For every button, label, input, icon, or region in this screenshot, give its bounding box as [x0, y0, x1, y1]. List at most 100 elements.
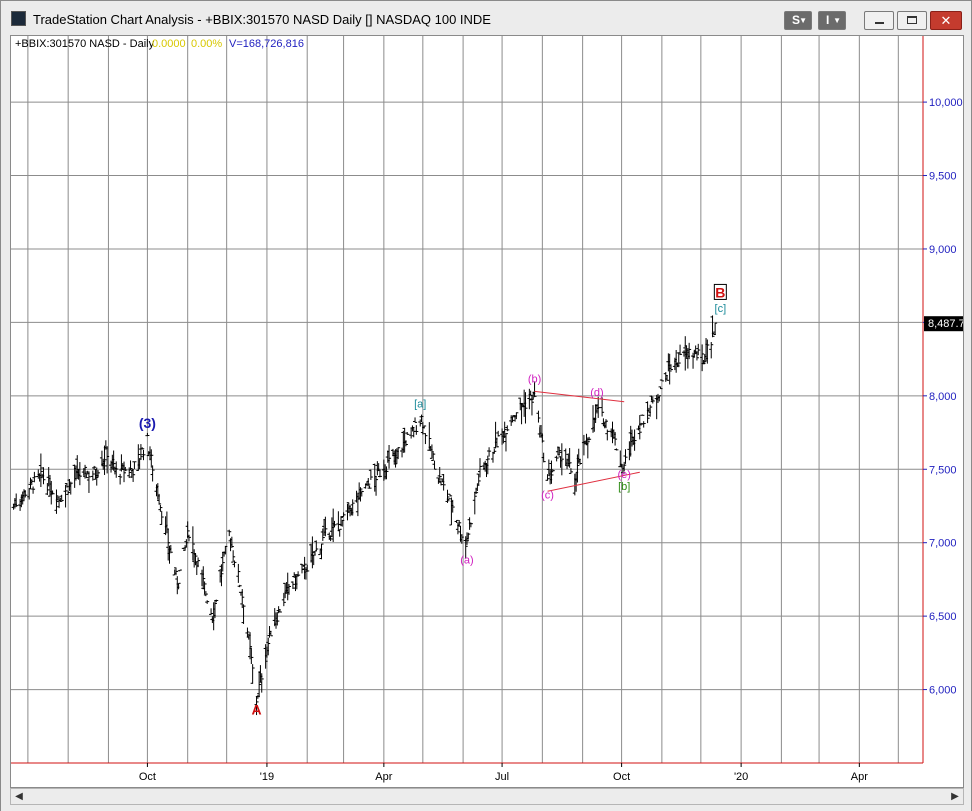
ohlc-bar	[550, 469, 555, 473]
ohlc-bar	[241, 604, 246, 624]
ohlc-bar	[418, 419, 423, 427]
ohlc-bar	[248, 632, 253, 660]
minimize-button[interactable]	[864, 11, 894, 30]
price-tick-label: 10,000	[929, 97, 963, 109]
ohlc-bar	[292, 572, 297, 578]
ohlc-bar	[29, 479, 34, 486]
maximize-button[interactable]	[897, 11, 927, 30]
price-tick-label: 7,500	[929, 464, 957, 476]
wave-label: [c]	[715, 303, 727, 315]
ohlc-bar	[413, 417, 418, 423]
ohlc-bar	[475, 483, 480, 491]
ohlc-bar	[711, 332, 716, 336]
ohlc-bar	[186, 534, 191, 542]
ohlc-bar	[468, 522, 473, 528]
i-dropdown-button[interactable]: I ▼	[818, 11, 846, 30]
ohlc-bar	[159, 510, 164, 525]
ohlc-bar	[713, 322, 718, 335]
ohlc-bar	[314, 540, 319, 552]
ohlc-bar	[209, 608, 214, 615]
ohlc-bar	[650, 396, 655, 404]
close-button[interactable]: ✕	[930, 11, 962, 30]
ohlc-bar	[229, 536, 234, 548]
scroll-left-icon[interactable]: ◀	[15, 791, 23, 802]
chart-grid	[11, 36, 923, 764]
ohlc-bar	[523, 392, 528, 424]
ohlc-bar	[45, 483, 50, 496]
header-volume: V=168,726,816	[229, 38, 304, 50]
ohlc-bar	[266, 637, 271, 656]
time-tick-label: Apr	[851, 771, 868, 783]
ohlc-bar	[136, 444, 141, 471]
ohlc-bar	[641, 421, 646, 428]
ohlc-bar	[123, 466, 128, 472]
ohlc-bar	[254, 696, 259, 716]
ohlc-bar	[263, 644, 268, 669]
trendlines	[534, 390, 640, 492]
ohlc-bar	[445, 489, 450, 503]
ohlc-bar	[176, 582, 181, 590]
ohlc-bar	[632, 429, 637, 451]
time-tick-label: Apr	[375, 771, 392, 783]
ohlc-bar	[514, 412, 519, 420]
ohlc-bar	[166, 528, 171, 561]
s-dropdown-button[interactable]: S ▼	[784, 11, 812, 30]
ohlc-bar	[441, 474, 446, 491]
ohlc-bar	[466, 532, 471, 540]
ohlc-bar	[294, 574, 299, 590]
ohlc-bar	[23, 490, 28, 498]
ohlc-bar	[604, 419, 609, 429]
ohlc-bar	[158, 504, 163, 512]
ohlc-bar	[240, 589, 245, 609]
ohlc-bar	[283, 582, 288, 599]
wave-label: B	[715, 284, 725, 300]
ohlc-bar	[585, 437, 590, 459]
price-chart[interactable]: (3) A [a] (a) (b) (c) (d) (e)[b] [c] B 6,000 6,500…	[11, 36, 965, 787]
wave-label: (b)	[528, 374, 541, 386]
ohlc-bar	[490, 451, 495, 463]
ohlc-bar	[423, 433, 428, 445]
ohlc-bar	[111, 450, 116, 471]
ohlc-bar	[157, 493, 162, 505]
ohlc-bar	[149, 449, 154, 468]
ohlc-bar	[173, 567, 178, 576]
ohlc-bar	[665, 375, 670, 381]
ohlc-bar	[131, 469, 136, 482]
ohlc-bar	[485, 455, 490, 475]
ohlc-bar	[220, 551, 225, 572]
ohlc-bar	[527, 388, 532, 410]
wave-label-box	[713, 283, 727, 300]
ohlc-bar	[54, 489, 59, 514]
ohlc-bar	[336, 511, 341, 532]
last-price-marker: 8,487.7	[924, 316, 965, 332]
ohlc-bar	[68, 481, 73, 495]
ohlc-bar	[431, 452, 436, 461]
horizontal-scrollbar[interactable]: ◀ ▶	[10, 788, 964, 805]
ohlc-bar	[212, 601, 217, 619]
ohlc-bar	[459, 534, 464, 544]
ohlc-bar	[340, 519, 345, 527]
ohlc-bar	[118, 473, 123, 485]
ohlc-bar	[374, 475, 379, 496]
close-icon: ✕	[940, 13, 952, 28]
ohlc-bar	[127, 467, 132, 479]
ohlc-bar	[341, 512, 346, 518]
title-bar[interactable]: TradeStation Chart Analysis - +BBIX:3015…	[1, 1, 971, 35]
ohlc-bar	[138, 444, 143, 460]
ohlc-bar	[557, 446, 562, 455]
header-change-pct: 0.00%	[191, 38, 222, 50]
ohlc-bar	[290, 581, 295, 589]
scroll-right-icon[interactable]: ▶	[951, 791, 959, 802]
ohlc-bar	[448, 493, 453, 497]
ohlc-bar	[476, 473, 481, 486]
ohlc-bar	[245, 627, 250, 637]
ohlc-bar	[427, 422, 432, 451]
s-button-label: S	[792, 13, 801, 27]
ohlc-bar	[510, 416, 515, 422]
ohlc-bar	[605, 429, 610, 441]
ohlc-bar	[536, 410, 541, 423]
last-price-label: 8,487.7	[928, 318, 963, 330]
ohlc-bar	[296, 571, 301, 577]
ohlc-bar	[232, 560, 237, 568]
price-tick-label: 9,000	[929, 244, 957, 256]
